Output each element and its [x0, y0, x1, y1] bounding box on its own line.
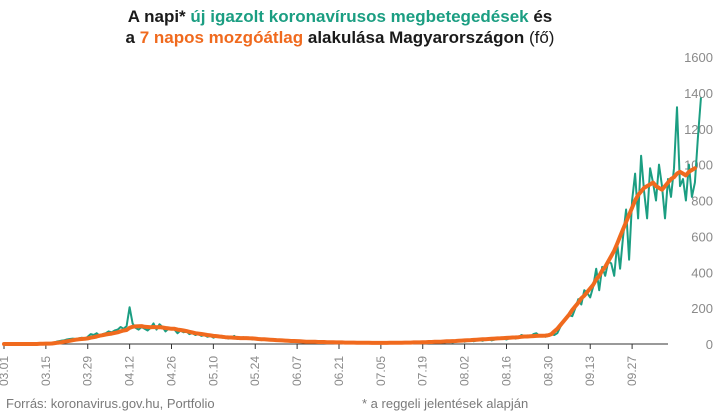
- title-unit: (fő): [524, 28, 555, 47]
- series-lines: [2, 97, 702, 346]
- title-text-3: a: [125, 28, 140, 47]
- y-tick-label: 200: [691, 301, 713, 316]
- y-tick-label: 1400: [684, 86, 713, 101]
- x-tick-label: 03.15: [39, 356, 53, 386]
- x-tick-label: 08.16: [499, 356, 513, 386]
- y-tick-label: 1600: [684, 50, 713, 65]
- chart-title-line-2: a 7 napos mozgóátlag alakulása Magyarors…: [0, 27, 680, 49]
- y-tick-label: 800: [691, 194, 713, 209]
- x-tick-label: 06.07: [290, 356, 304, 386]
- title-text-1: A napi*: [127, 7, 191, 26]
- x-tick-label: 08.02: [458, 356, 472, 386]
- x-tick-label: 07.05: [374, 356, 388, 386]
- title-text-2: és: [528, 7, 553, 26]
- x-tick-label: 08.30: [541, 356, 555, 386]
- x-tick-label: 09.13: [583, 356, 597, 386]
- x-tick-label: 05.10: [206, 356, 220, 386]
- chart-title-line-1: A napi* új igazolt koronavírusos megbete…: [0, 6, 680, 28]
- daily-series-line: [3, 97, 702, 345]
- x-tick-label: 04.12: [123, 356, 137, 386]
- avg-series-line: [2, 166, 697, 346]
- x-tick-label: 04.26: [164, 356, 178, 386]
- x-tick-label: 03.29: [81, 356, 95, 386]
- y-tick-label: 600: [691, 229, 713, 244]
- source-note: Forrás: koronavirus.gov.hu, Portfolio: [6, 396, 215, 411]
- x-tick-label: 05.24: [248, 356, 262, 386]
- footnote: * a reggeli jelentések alapján: [362, 396, 529, 411]
- x-tick-label: 03.01: [0, 356, 11, 386]
- x-tick-label: 06.21: [332, 356, 346, 386]
- title-text-4: alakulása Magyarországon: [303, 28, 525, 47]
- title-avg-highlight: 7 napos mozgóátlag: [139, 28, 304, 47]
- title-daily-highlight: új igazolt koronavírusos megbetegedések: [190, 7, 529, 26]
- y-tick-label: 0: [706, 337, 713, 352]
- y-tick-label: 400: [691, 265, 713, 280]
- x-tick-label: 09.27: [625, 356, 639, 386]
- x-tick-label: 07.19: [416, 356, 430, 386]
- x-axis: 03.01 03.15 03.29 04.12 04.26 05.10 05.24 06.07…: [0, 343, 668, 386]
